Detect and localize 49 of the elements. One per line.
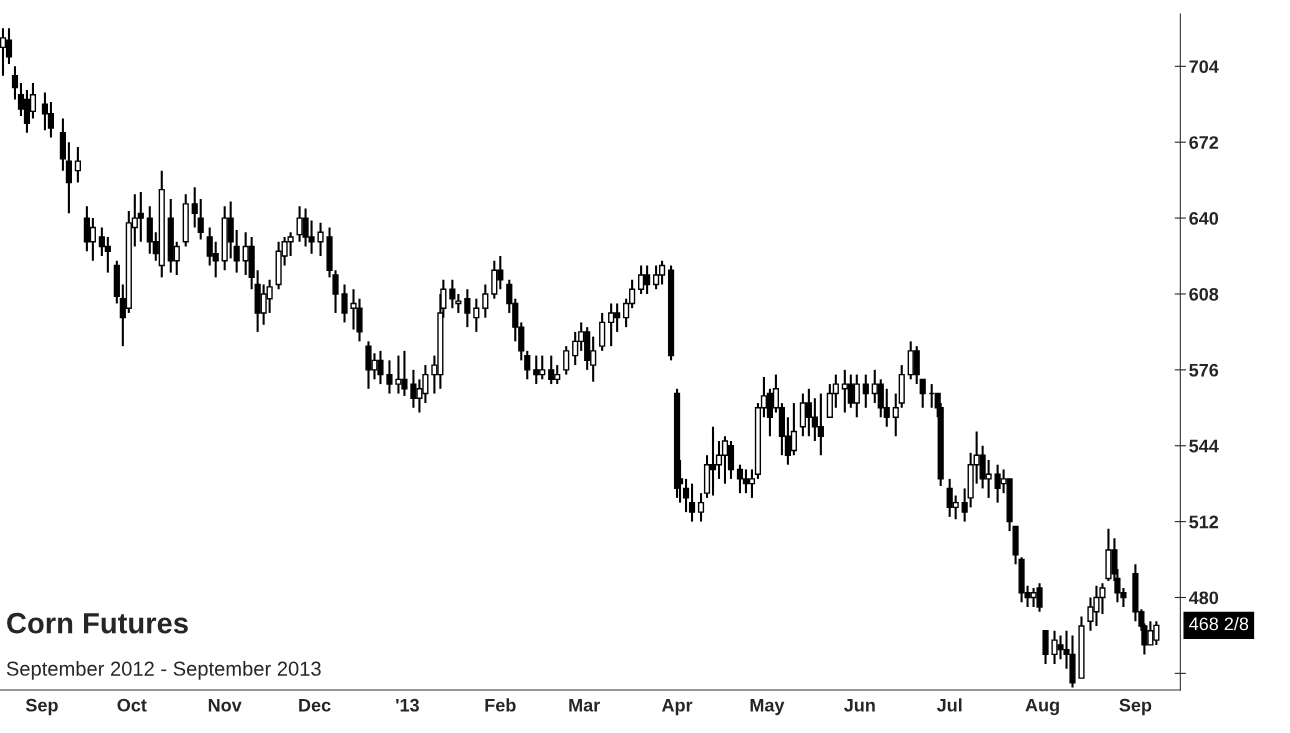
y-tick-label: 608 [1189,287,1219,301]
candlestick [386,359,393,395]
candlestick [197,198,204,241]
candlestick [317,221,324,258]
candlestick [74,145,81,184]
candlestick [65,141,72,215]
text: September 2012 - September 2013 [6,661,321,680]
candlestick [1042,629,1049,665]
candlestick [341,283,348,324]
x-tick-label: Mar [569,698,600,712]
x-tick-label: Sep [25,698,58,716]
candlestick [473,297,480,333]
candlestick [919,378,926,409]
y-tick-label: 576 [1189,363,1219,377]
x-tick-label: Dec [299,698,331,712]
x-tick-label: Jun [844,698,875,712]
y-tick-label: 704 [1189,60,1219,74]
y-tick-label: 512 [1189,515,1219,529]
x-tick-label: '13 [396,698,419,712]
x-tick-label: Sep [1119,698,1152,716]
x-tick-label: Nov [208,698,242,712]
x-tick-label: Oct [117,698,147,712]
candlestick [233,228,240,274]
candlestick [563,345,570,376]
candlestick [455,292,462,314]
candlestick [961,487,968,523]
x-tick-label: May [750,698,785,716]
candlestick [482,283,489,319]
text: Corn Futures [7,612,188,634]
y-tick-label: 640 [1189,212,1219,225]
candlestick [892,392,899,438]
y-tick-label: 544 [1189,439,1219,453]
y-tick-label: 480 [1188,591,1219,605]
candlestick [862,373,869,409]
x-tick-label: Aug [1025,698,1059,716]
text: 468 2/8 [1189,616,1249,631]
candlestick [697,492,705,523]
candlestick [688,482,696,523]
candlestick [191,186,198,229]
x-tick-label: Apr [661,698,693,716]
x-tick-label: Jul [936,698,962,712]
x-tick-label: Feb [485,698,516,712]
candlestick [449,278,456,310]
candlestick [464,288,471,329]
y-tick-label: 672 [1189,136,1219,149]
candlestick [524,349,531,381]
candlestick [11,65,19,101]
candlestick [682,477,690,514]
candlestick [599,311,606,352]
